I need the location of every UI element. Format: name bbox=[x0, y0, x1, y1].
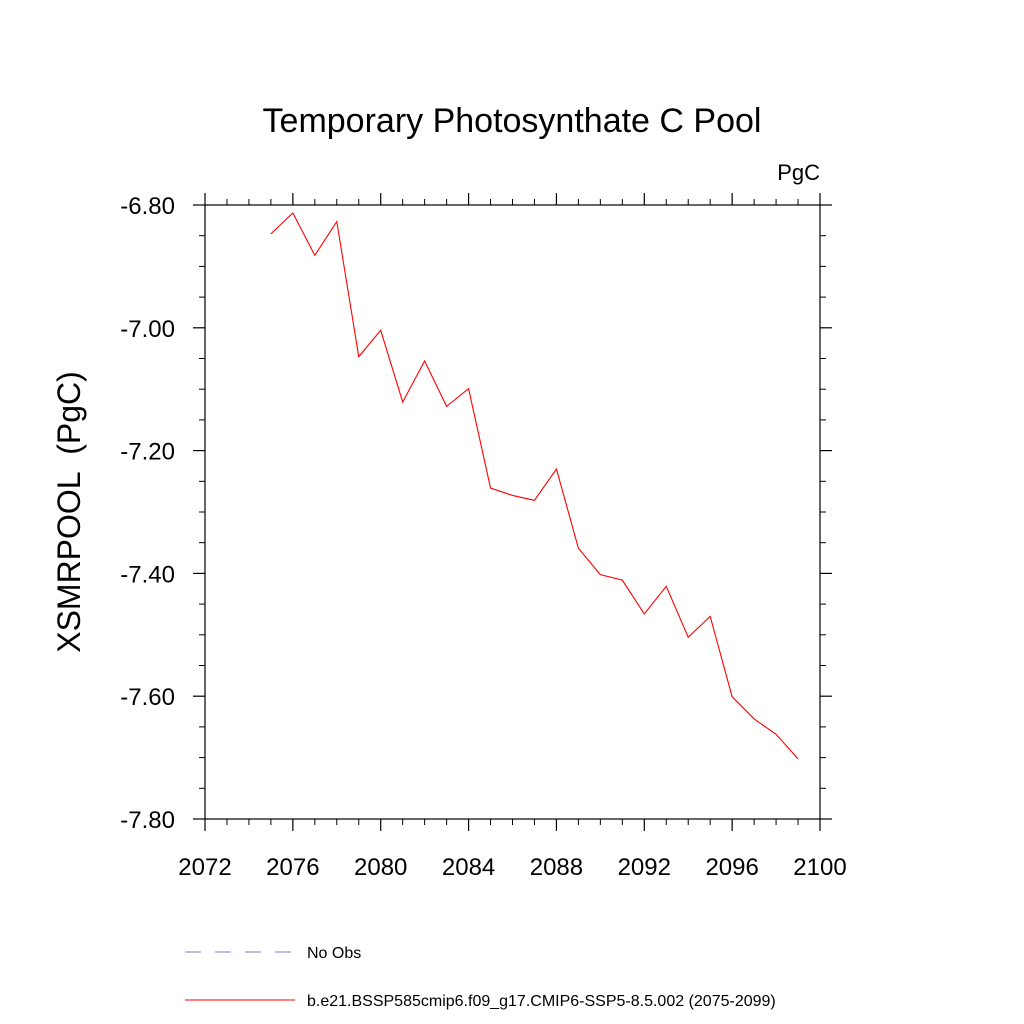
y-tick-label: -7.00 bbox=[120, 316, 175, 343]
y-tick-label: -6.80 bbox=[120, 193, 175, 220]
y-axis-label: XSMRPOOL (PgC) bbox=[51, 371, 87, 653]
y-tick-label: -7.60 bbox=[120, 684, 175, 711]
series-lines bbox=[270, 212, 799, 760]
x-tick-label: 2072 bbox=[178, 854, 231, 881]
x-tick-label: 2088 bbox=[530, 854, 583, 881]
chart-title: Temporary Photosynthate C Pool bbox=[263, 102, 762, 140]
legend: No Obs b.e21.BSSP585cmip6.f09_g17.CMIP6-S… bbox=[185, 945, 776, 1010]
x-tick-label: 2100 bbox=[793, 854, 846, 881]
axis-ticks bbox=[193, 193, 832, 831]
y-tick-label: -7.80 bbox=[120, 807, 175, 834]
axis-tick-labels: 2072 2076 2080 2084 2088 2092 2096 2100 -6.80 -7.… bbox=[120, 193, 846, 881]
x-tick-label: 2076 bbox=[266, 854, 319, 881]
x-tick-label: 2092 bbox=[618, 854, 671, 881]
series-line bbox=[270, 212, 799, 760]
x-tick-label: 2080 bbox=[354, 854, 407, 881]
y-tick-label: -7.40 bbox=[120, 561, 175, 588]
legend-label: b.e21.BSSP585cmip6.f09_g17.CMIP6-SSP5-8.… bbox=[307, 993, 776, 1010]
legend-label: No Obs bbox=[307, 945, 361, 962]
units-label: PgC bbox=[777, 160, 820, 185]
x-tick-label: 2096 bbox=[705, 854, 758, 881]
y-tick-label: -7.20 bbox=[120, 439, 175, 466]
x-tick-label: 2084 bbox=[442, 854, 495, 881]
